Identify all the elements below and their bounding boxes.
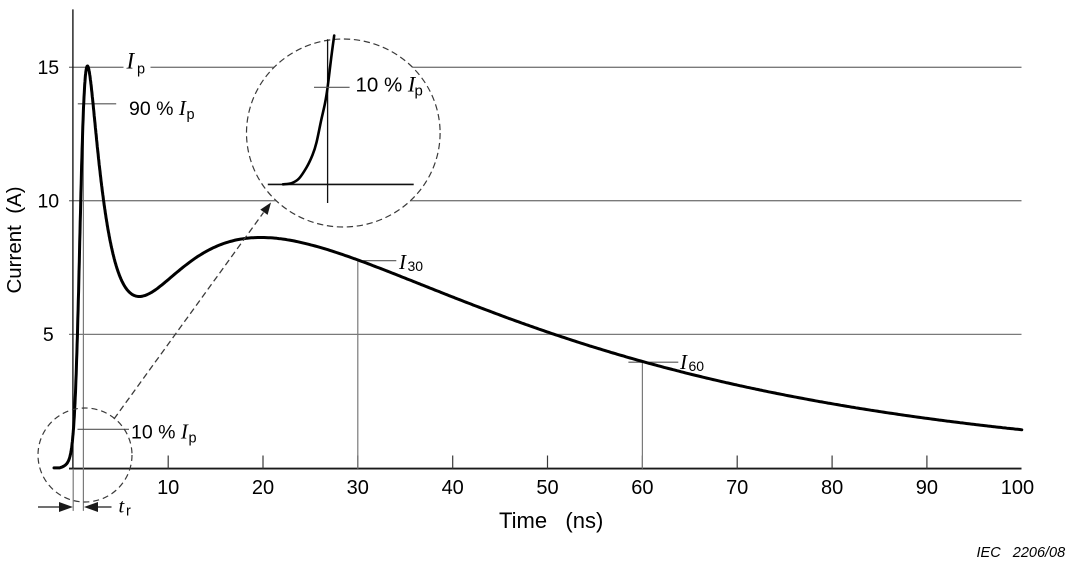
svg-text:Time (ns): Time (ns) — [499, 508, 603, 533]
svg-text:p: p — [415, 83, 423, 100]
svg-text:5: 5 — [43, 324, 54, 346]
svg-text:I: I — [398, 250, 407, 274]
svg-text:p: p — [187, 107, 195, 123]
svg-text:10 % I: 10 % I — [356, 71, 417, 96]
svg-text:80: 80 — [821, 477, 843, 499]
svg-text:IEC 2206/08: IEC 2206/08 — [977, 545, 1066, 561]
svg-text:50: 50 — [536, 477, 558, 499]
svg-text:90: 90 — [916, 477, 938, 499]
svg-text:10: 10 — [157, 477, 179, 499]
svg-text:60: 60 — [689, 358, 705, 374]
svg-text:r: r — [126, 504, 131, 520]
svg-text:p: p — [137, 62, 145, 78]
svg-text:10: 10 — [37, 191, 59, 213]
svg-text:40: 40 — [442, 477, 464, 499]
svg-text:90 % I: 90 % I — [129, 96, 187, 120]
svg-text:30: 30 — [347, 477, 369, 499]
svg-text:I: I — [679, 350, 688, 374]
svg-text:Current (A): Current (A) — [3, 186, 26, 293]
svg-text:100: 100 — [1001, 477, 1034, 499]
svg-text:15: 15 — [37, 57, 59, 79]
svg-text:p: p — [189, 430, 197, 446]
svg-text:10 % I: 10 % I — [131, 419, 189, 443]
svg-text:t: t — [119, 495, 126, 517]
svg-text:30: 30 — [408, 258, 424, 274]
svg-text:20: 20 — [252, 477, 274, 499]
svg-text:60: 60 — [631, 477, 653, 499]
svg-text:70: 70 — [726, 477, 748, 499]
svg-text:I: I — [126, 49, 136, 74]
